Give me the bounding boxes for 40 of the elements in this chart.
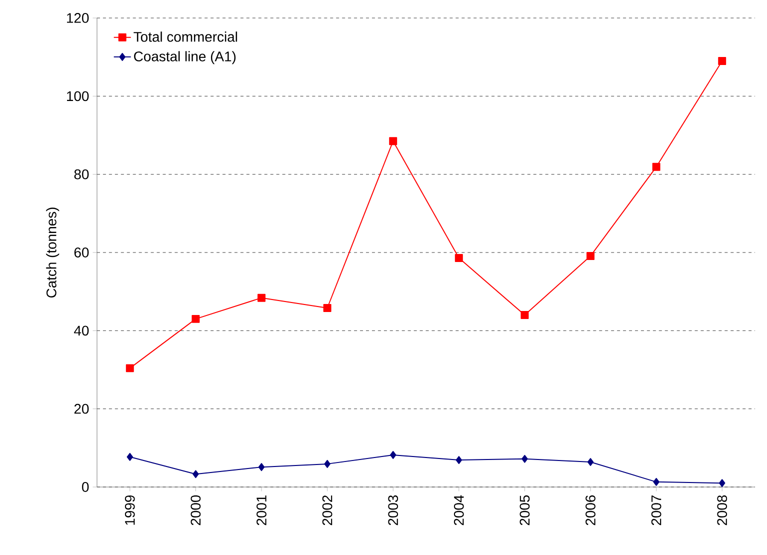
x-tick-label: 1999 — [124, 495, 135, 525]
point — [653, 478, 660, 486]
point — [520, 311, 529, 320]
point — [522, 454, 528, 463]
point — [258, 463, 265, 472]
point — [718, 57, 726, 65]
y-tick-label: 100 — [67, 91, 89, 102]
point — [126, 364, 134, 372]
x-tick-label: 2008 — [717, 495, 728, 526]
y-tick-label: 80 — [74, 169, 89, 180]
y-tick-label: 120 — [67, 13, 89, 23]
point — [258, 294, 266, 302]
y-tick-label: 0 — [82, 482, 89, 492]
point — [652, 162, 660, 171]
legend-label: Coastal line (A1) — [134, 51, 236, 64]
point — [454, 254, 463, 262]
y-axis-title: Catch (tonnes) — [46, 208, 60, 298]
x-tick-label: 2005 — [520, 495, 530, 526]
x-tick-label: 2002 — [322, 495, 332, 526]
point — [456, 456, 462, 464]
x-tick-label: 2003 — [388, 495, 398, 526]
x-tick-label: 2000 — [190, 495, 201, 526]
x-tick-label: 2001 — [256, 495, 266, 526]
y-tick-label: 20 — [74, 404, 89, 414]
point — [192, 470, 199, 478]
point — [126, 452, 134, 461]
point — [587, 458, 594, 466]
x-tick-label: 2006 — [586, 495, 596, 526]
point — [323, 304, 332, 312]
point — [390, 450, 396, 459]
point — [324, 460, 330, 468]
y-tick-label: 40 — [74, 326, 89, 336]
legend-label: Total commercial — [134, 32, 238, 42]
point — [389, 137, 398, 146]
point — [586, 252, 594, 260]
point — [192, 314, 200, 323]
y-tick-label: 60 — [74, 248, 89, 258]
x-tick-label: 2007 — [651, 495, 662, 526]
point — [718, 479, 726, 488]
x-tick-label: 2004 — [454, 495, 464, 526]
